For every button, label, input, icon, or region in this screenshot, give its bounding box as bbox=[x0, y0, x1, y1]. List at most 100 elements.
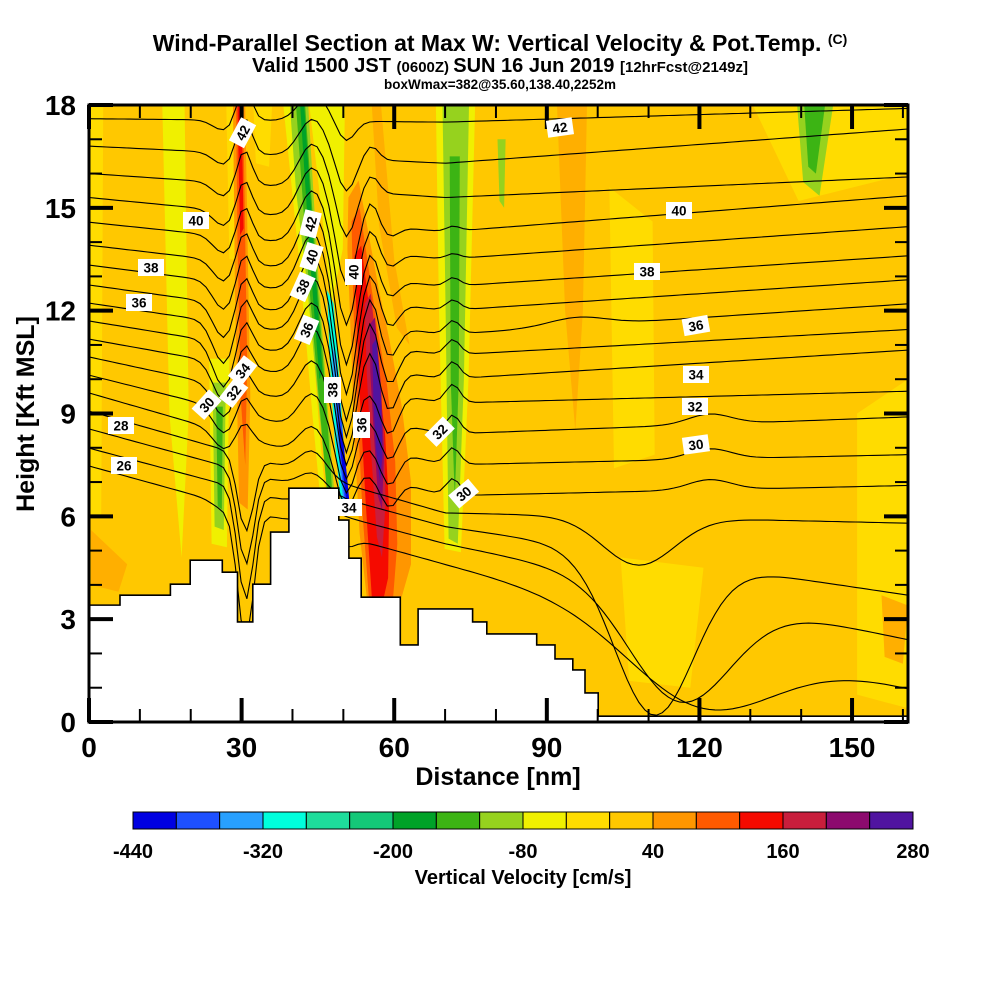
contour-label-bg bbox=[545, 117, 574, 138]
colorbar-cell bbox=[305, 811, 351, 830]
colorbar-cell bbox=[695, 811, 741, 830]
contour-label-group: 38 bbox=[289, 271, 316, 303]
contour-label-group: 36 bbox=[126, 294, 152, 311]
fill-region bbox=[162, 105, 189, 558]
contour-label-group: 32 bbox=[218, 377, 249, 409]
contour-label-bg bbox=[183, 212, 209, 229]
contour-label-group: 42 bbox=[299, 209, 322, 239]
contour-label-bg bbox=[634, 263, 660, 280]
contour-label-bg bbox=[108, 417, 134, 434]
isentrope-line-39 bbox=[89, 190, 908, 327]
terrain-surface-line bbox=[88, 487, 909, 717]
colorbar-cell bbox=[435, 811, 481, 830]
contour-label-38: 38 bbox=[639, 265, 655, 280]
contour-label-38: 38 bbox=[326, 382, 341, 398]
colorbar-cell bbox=[479, 811, 524, 830]
contour-label-40: 40 bbox=[671, 204, 686, 219]
contour-label-26: 26 bbox=[116, 459, 132, 474]
contour-label-group: 36 bbox=[681, 314, 711, 337]
colorbar-cell bbox=[825, 811, 871, 830]
fill-region bbox=[309, 105, 345, 304]
contour-label-group: 38 bbox=[634, 263, 660, 280]
colorbar-cell bbox=[522, 811, 567, 830]
contour-label-38: 38 bbox=[143, 261, 159, 276]
isentrope-line-30 bbox=[89, 392, 908, 508]
contour-label-36: 36 bbox=[687, 317, 705, 334]
contour-label-30: 30 bbox=[688, 437, 705, 454]
contour-label-group: 32 bbox=[424, 416, 455, 447]
fill-region bbox=[881, 595, 908, 664]
contour-label-group: 42 bbox=[228, 117, 257, 149]
y-tick-label-9: 9 bbox=[60, 399, 76, 430]
contour-label-group: 28 bbox=[108, 417, 134, 434]
contour-label-32: 32 bbox=[223, 382, 244, 403]
contour-label-30: 30 bbox=[453, 483, 474, 504]
fill-region bbox=[226, 105, 236, 260]
contour-label-bg bbox=[324, 377, 341, 403]
contour-label-42: 42 bbox=[233, 123, 253, 143]
colorbar-cell bbox=[132, 811, 177, 830]
plot-frame bbox=[87, 103, 910, 724]
colorbar-tick-label: 160 bbox=[766, 841, 799, 863]
contour-label-group: 34 bbox=[683, 366, 709, 383]
contour-label-group: 26 bbox=[111, 457, 137, 474]
contour-label-bg bbox=[228, 117, 257, 149]
contour-label-group: 32 bbox=[682, 398, 708, 415]
x-tick-label-60: 60 bbox=[379, 732, 410, 763]
y-tick-label-0: 0 bbox=[60, 707, 76, 738]
colorbar: -440 -320 -200 -80 40 160 280 bbox=[113, 811, 930, 863]
contour-label-group: 34 bbox=[336, 499, 362, 516]
subtitle-utc-time: (0600Z) bbox=[397, 59, 454, 76]
isentrope-line-28 bbox=[89, 428, 908, 716]
plot-title-text: Wind-Parallel Section at Max W: Vertical… bbox=[153, 30, 828, 56]
terrain-layer bbox=[88, 487, 909, 722]
isentrope-line-31 bbox=[89, 374, 908, 495]
y-tick-label-12: 12 bbox=[45, 296, 76, 327]
fill-region bbox=[91, 530, 128, 592]
terrain-silhouette bbox=[89, 488, 908, 722]
y-tick-label-6: 6 bbox=[60, 501, 76, 532]
y-tick-label-15: 15 bbox=[45, 193, 76, 224]
colorbar-cell bbox=[219, 811, 264, 830]
contour-label-bg bbox=[336, 499, 362, 516]
contour-label-bg bbox=[683, 366, 709, 383]
fill-region bbox=[283, 105, 328, 522]
isentrope-line-41 bbox=[89, 143, 908, 238]
contour-label-40: 40 bbox=[303, 248, 322, 267]
contour-label-bg bbox=[299, 241, 324, 272]
plot-subtitle-wmax: boxWmax=382@35.60,138.40,2252m bbox=[384, 77, 616, 92]
isentrope-line-34 bbox=[89, 302, 908, 455]
contour-label-40: 40 bbox=[188, 214, 203, 229]
isentrope-line-26 bbox=[89, 465, 908, 711]
fill-region bbox=[752, 105, 908, 201]
contour-label-bg bbox=[345, 259, 362, 285]
isentrope-line-32 bbox=[89, 356, 908, 481]
contour-label-42: 42 bbox=[302, 215, 320, 233]
contour-labels-layer: 4242424040404038383838363636363434343232… bbox=[108, 117, 711, 516]
contour-label-bg bbox=[424, 416, 455, 447]
contour-label-group: 38 bbox=[138, 259, 164, 276]
colorbar-cell bbox=[392, 811, 437, 830]
isentrope-line-29 bbox=[89, 410, 908, 566]
contour-label-bg bbox=[289, 271, 316, 303]
colorbar-cell bbox=[869, 811, 914, 830]
contour-label-bg bbox=[682, 398, 708, 415]
x-axis-title: Distance [nm] bbox=[415, 763, 580, 791]
contour-label-group: 30 bbox=[191, 389, 222, 421]
colorbar-tick-label: 40 bbox=[642, 841, 664, 863]
subtitle-date: SUN 16 Jun 2019 bbox=[453, 55, 620, 77]
isentrope-line-43 bbox=[89, 105, 908, 142]
y-tick-label-18: 18 bbox=[45, 90, 76, 121]
contour-label-34: 34 bbox=[688, 368, 704, 383]
y-tick-label-3: 3 bbox=[60, 604, 76, 635]
isentrope-line-27 bbox=[89, 447, 908, 703]
contour-label-bg bbox=[681, 434, 710, 455]
fill-region bbox=[804, 105, 826, 174]
subtitle-forecast-tag: [12hrFcst@2149z] bbox=[620, 59, 748, 76]
contour-label-30: 30 bbox=[196, 394, 217, 415]
colorbar-tick-label: -200 bbox=[373, 841, 413, 863]
fill-region bbox=[216, 406, 223, 510]
x-tick-label-120: 120 bbox=[676, 732, 723, 763]
